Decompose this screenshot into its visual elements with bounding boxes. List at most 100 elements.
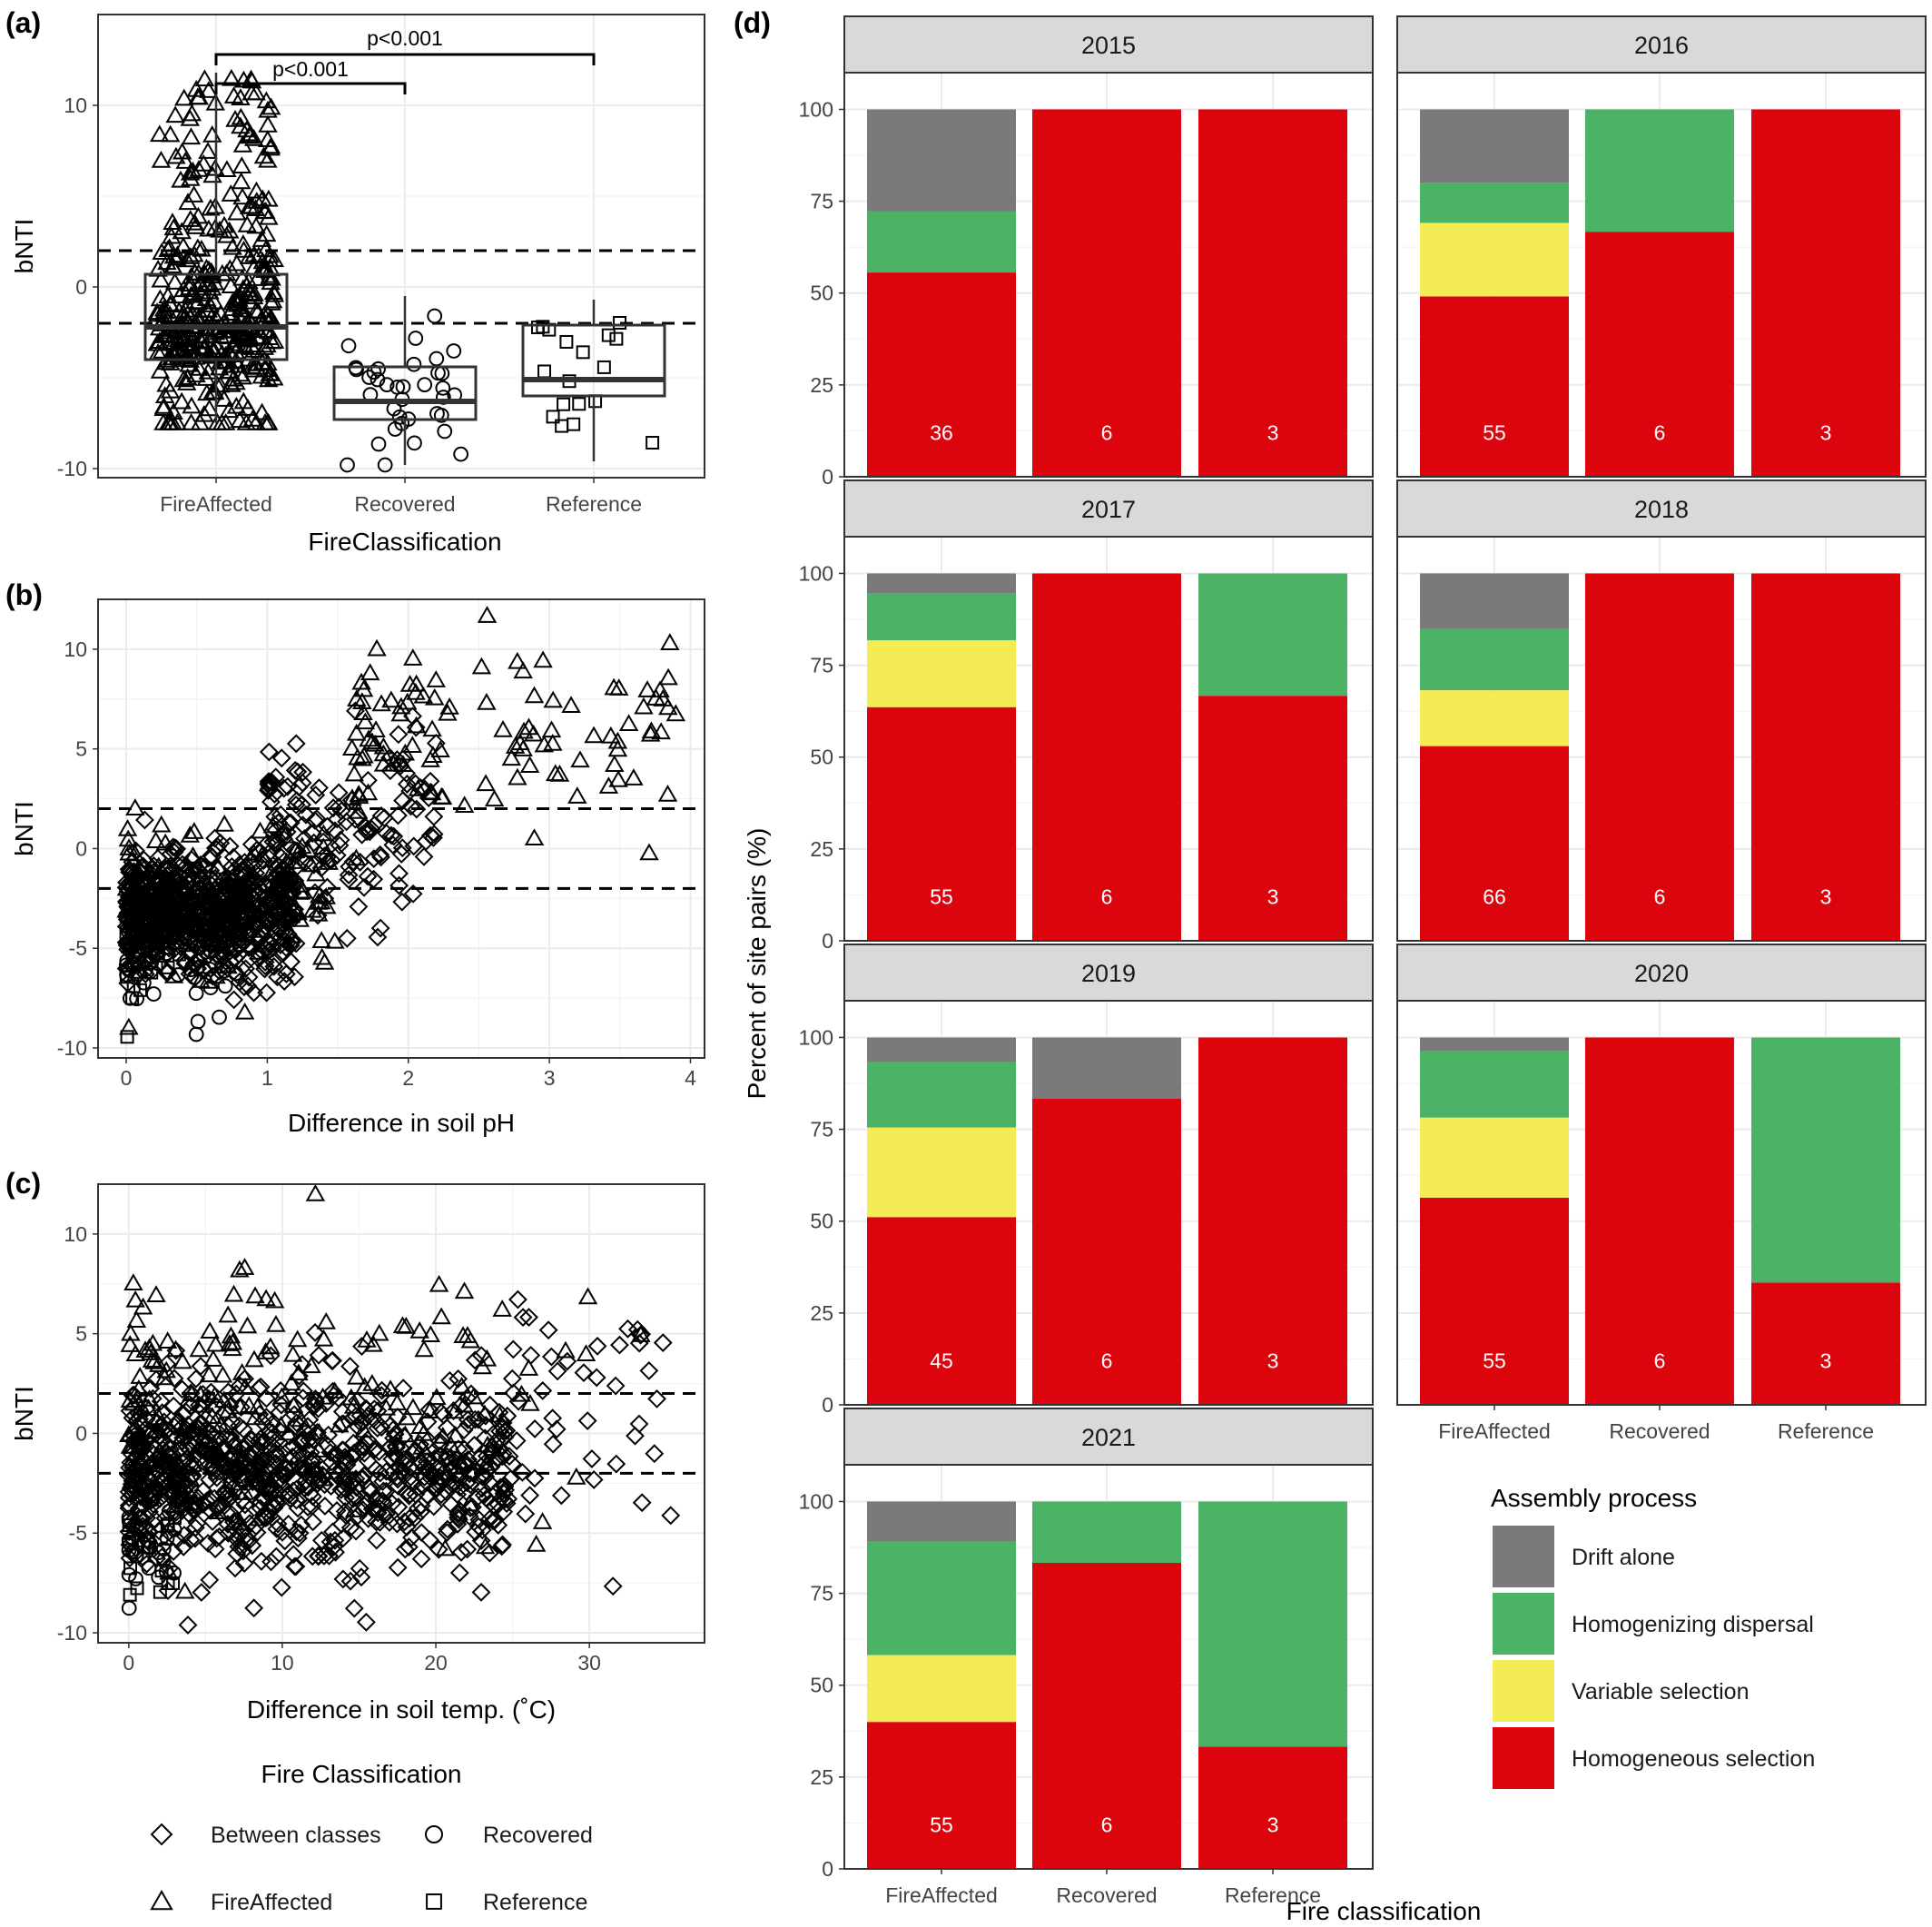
data-point-diamond bbox=[200, 1570, 220, 1590]
data-point-diamond bbox=[320, 1443, 340, 1462]
data-point-diamond bbox=[405, 1508, 425, 1527]
data-point-triangle bbox=[218, 956, 238, 974]
data-point-triangle bbox=[289, 1363, 309, 1381]
data-point-triangle bbox=[305, 1183, 326, 1201]
data-point-triangle bbox=[150, 361, 171, 379]
data-point-triangle bbox=[157, 252, 177, 271]
data-point-diamond bbox=[344, 1598, 364, 1618]
data-point-diamond bbox=[286, 934, 306, 954]
significance-bracket bbox=[214, 53, 596, 65]
data-point-triangle bbox=[237, 326, 257, 344]
data-point-triangle bbox=[532, 1512, 553, 1529]
data-point-triangle bbox=[258, 150, 278, 168]
data-point-diamond bbox=[265, 1489, 285, 1509]
data-point-diamond bbox=[367, 1512, 386, 1532]
data-point-diamond bbox=[476, 1467, 496, 1487]
x-tick-label: FireAffected bbox=[885, 1883, 998, 1907]
data-point-triangle bbox=[341, 738, 362, 756]
facet-strip bbox=[843, 944, 1374, 1002]
data-point-triangle bbox=[543, 733, 563, 751]
data-point-square bbox=[153, 1585, 167, 1599]
data-point-diamond bbox=[508, 1290, 527, 1309]
data-point-diamond bbox=[151, 1391, 171, 1411]
data-point-triangle bbox=[258, 321, 279, 340]
data-point-diamond bbox=[352, 825, 372, 845]
x-axis-title: Fire classification bbox=[1286, 1897, 1482, 1925]
bar-count-label: 55 bbox=[1483, 420, 1506, 444]
bar-segment bbox=[1032, 573, 1181, 941]
bar-segment bbox=[1420, 296, 1569, 477]
data-point-diamond bbox=[188, 1419, 208, 1439]
bar-segment bbox=[1420, 1037, 1569, 1052]
data-point-circle bbox=[142, 955, 157, 972]
data-point-diamond bbox=[306, 786, 326, 805]
data-point-diamond bbox=[339, 865, 359, 884]
data-point-diamond bbox=[138, 1530, 158, 1550]
data-point-triangle bbox=[232, 322, 252, 341]
data-point-diamond bbox=[328, 1466, 348, 1485]
bar-segment bbox=[1420, 628, 1569, 691]
data-point-diamond bbox=[128, 876, 148, 896]
data-point-triangle bbox=[242, 934, 262, 953]
data-point-triangle bbox=[172, 391, 192, 410]
data-point-circle bbox=[377, 457, 393, 473]
data-point-triangle bbox=[508, 651, 527, 669]
data-point-triangle bbox=[139, 1338, 160, 1356]
data-point-triangle bbox=[313, 1329, 334, 1347]
data-point-diamond bbox=[207, 1467, 227, 1487]
data-point-diamond bbox=[653, 1333, 673, 1353]
data-point-triangle bbox=[172, 1351, 192, 1369]
data-point-circle bbox=[408, 331, 424, 346]
data-point-diamond bbox=[242, 894, 262, 914]
fire-classification-legend: Fire Classification Between classes Recove… bbox=[150, 1760, 593, 1915]
data-point-diamond bbox=[172, 1379, 192, 1399]
data-point-triangle bbox=[176, 373, 197, 390]
data-point-diamond bbox=[218, 1485, 238, 1505]
data-point-diamond bbox=[219, 1382, 238, 1402]
data-point-diamond bbox=[449, 1563, 469, 1583]
data-point-triangle bbox=[381, 690, 401, 708]
data-point-circle bbox=[437, 423, 453, 440]
facet-strip-label: 2021 bbox=[1081, 1424, 1136, 1451]
data-point-triangle bbox=[397, 1408, 417, 1426]
data-point-triangle bbox=[454, 796, 475, 814]
data-point-triangle bbox=[116, 900, 136, 918]
bar-segment bbox=[867, 707, 1016, 941]
data-point-diamond bbox=[346, 1521, 366, 1541]
data-point-diamond bbox=[258, 893, 278, 913]
data-point-diamond bbox=[268, 1514, 288, 1534]
data-point-triangle bbox=[220, 303, 241, 321]
data-point-diamond bbox=[353, 1411, 373, 1431]
legend-label: Homogeneous selection bbox=[1572, 1746, 1815, 1772]
data-point-diamond bbox=[317, 847, 337, 867]
data-point-triangle bbox=[420, 782, 440, 800]
data-point-triangle bbox=[250, 821, 271, 839]
data-point-triangle bbox=[445, 1401, 465, 1419]
plot-border bbox=[1396, 536, 1927, 942]
data-point-diamond bbox=[225, 926, 245, 946]
data-point-triangle bbox=[370, 1323, 389, 1341]
data-point-diamond bbox=[368, 1503, 388, 1523]
data-point-triangle bbox=[283, 1396, 304, 1413]
data-point-diamond bbox=[325, 821, 345, 841]
y-tick-label: 25 bbox=[810, 837, 833, 861]
data-point-diamond bbox=[252, 1487, 272, 1507]
data-point-triangle bbox=[125, 1344, 145, 1362]
data-point-diamond bbox=[541, 1347, 561, 1367]
data-point-circle bbox=[155, 1552, 172, 1568]
data-point-diamond bbox=[368, 927, 388, 947]
data-point-diamond bbox=[354, 877, 374, 897]
data-point-square bbox=[596, 360, 611, 374]
y-axis-title: bNTI bbox=[10, 219, 38, 274]
panel-b-label: (b) bbox=[5, 578, 43, 611]
data-point-square bbox=[136, 1539, 151, 1554]
data-point-diamond bbox=[371, 847, 390, 867]
data-point-diamond bbox=[437, 1523, 457, 1543]
bar-count-label: 55 bbox=[930, 1813, 953, 1836]
data-point-diamond bbox=[543, 1408, 563, 1428]
data-point-triangle bbox=[549, 764, 570, 782]
data-point-triangle bbox=[223, 1284, 244, 1302]
data-point-diamond bbox=[227, 1451, 246, 1471]
data-point-triangle bbox=[188, 874, 208, 892]
data-point-triangle bbox=[283, 1344, 303, 1362]
